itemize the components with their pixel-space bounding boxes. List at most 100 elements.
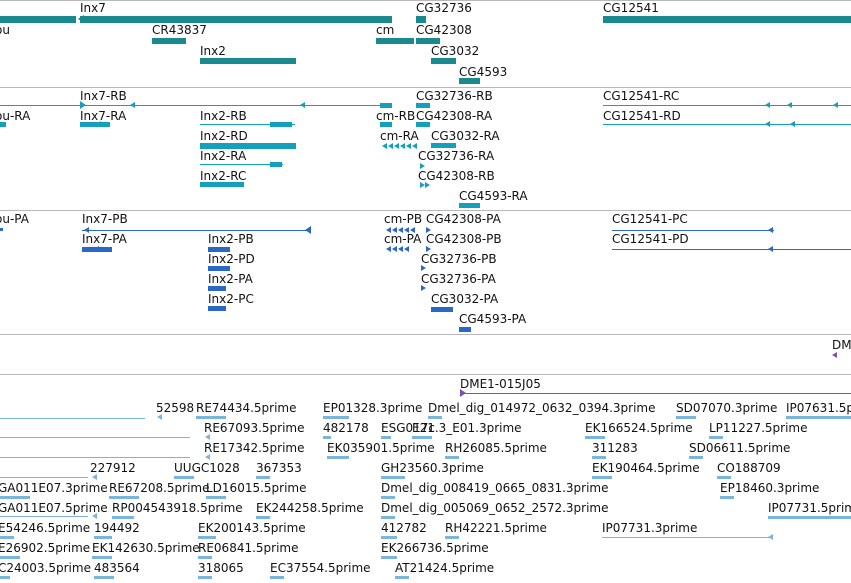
feature-label[interactable]: RE67208.5prime — [109, 481, 210, 495]
feature-label[interactable]: cm-PA — [384, 232, 422, 246]
feature-label[interactable]: EK200143.5prime — [198, 521, 306, 535]
feature-label[interactable]: 483564 — [94, 561, 140, 575]
feature-label[interactable]: CG4593-RA — [459, 189, 528, 203]
feature-label[interactable]: CG12541 — [603, 1, 659, 15]
feature-label[interactable]: CG32736-PA — [421, 272, 496, 286]
feature-glyph — [256, 516, 270, 519]
feature-label[interactable]: ou-RA — [0, 109, 31, 123]
feature-glyph — [0, 536, 14, 539]
feature-label[interactable]: CR43837 — [152, 23, 207, 37]
feature-label[interactable]: cm-RB — [376, 109, 416, 123]
feature-label[interactable]: CG3032-RA — [431, 129, 500, 143]
feature-label[interactable]: C24003.5prime — [0, 561, 91, 575]
feature-label[interactable]: Inx2-RA — [200, 149, 247, 163]
feature-label[interactable]: CG42308-RB — [418, 169, 495, 183]
feature-label[interactable]: GH23560.3prime — [381, 461, 484, 475]
feature-label[interactable]: CG42308-RA — [416, 109, 493, 123]
feature-label[interactable]: SD07070.3prime — [676, 401, 778, 415]
feature-label[interactable]: RE17342.5prime — [204, 441, 305, 455]
feature-label[interactable]: EK190464.5prime — [592, 461, 700, 475]
feature-label[interactable]: 318065 — [198, 561, 244, 575]
feature-label[interactable]: CG32736-RA — [418, 149, 495, 163]
feature-label[interactable]: Inx2-RD — [200, 129, 248, 143]
feature-label[interactable]: 412782 — [381, 521, 427, 535]
feature-label[interactable]: LP11227.5prime — [709, 421, 808, 435]
feature-label[interactable]: E26902.5prime — [0, 541, 91, 555]
feature-label[interactable]: EK244258.5prime — [256, 501, 364, 515]
feature-label[interactable]: Inx2 — [200, 44, 226, 58]
feature-label[interactable]: Inx7-PB — [82, 212, 128, 226]
feature-label[interactable]: E21.3_E01.3prime — [412, 421, 522, 435]
feature-label[interactable]: CG3032-PA — [431, 292, 499, 306]
feature-label[interactable]: Inx2-RB — [200, 109, 247, 123]
feature-label[interactable]: CG4593 — [459, 65, 508, 79]
feature-label[interactable]: 194492 — [94, 521, 140, 535]
feature-label[interactable]: CG12541-PC — [612, 212, 688, 226]
feature-label[interactable]: GA011E07.3prime — [0, 481, 108, 495]
feature-label[interactable]: ou — [0, 23, 10, 37]
feature-label[interactable]: RP004543918.5prime — [112, 501, 243, 515]
feature-label[interactable]: EC37554.5prime — [270, 561, 371, 575]
feature-label[interactable]: Inx7-RA — [80, 109, 127, 123]
feature-label[interactable]: RH42221.5prime — [445, 521, 547, 535]
feature-label[interactable]: CG12541-RD — [603, 109, 681, 123]
feature-glyph — [0, 496, 30, 499]
feature-label[interactable]: Inx7-PA — [82, 232, 127, 246]
feature-label[interactable]: RH26085.5prime — [445, 441, 547, 455]
feature-label[interactable]: EP01328.3prime — [323, 401, 423, 415]
feature-label[interactable]: EK266736.5prime — [381, 541, 489, 555]
feature-label[interactable]: cm — [376, 23, 395, 37]
feature-label[interactable]: Inx2-PD — [208, 252, 255, 266]
feature-label[interactable]: 311283 — [592, 441, 638, 455]
feature-label[interactable]: ou-PA — [0, 212, 29, 226]
feature-label[interactable]: CG42308 — [416, 23, 472, 37]
feature-label[interactable]: cm-RA — [380, 129, 419, 143]
feature-label[interactable]: 227912 — [90, 461, 136, 475]
feature-label[interactable]: Dmel_dig_005069_0652_2572.3prime — [381, 501, 609, 515]
feature-label[interactable]: IP07731.5prime — [768, 501, 851, 515]
feature-label[interactable]: CO188709 — [717, 461, 781, 475]
feature-label[interactable]: IP07631.5prime — [786, 401, 851, 415]
feature-label[interactable]: 482178 — [323, 421, 369, 435]
feature-label[interactable]: E54246.5prime — [0, 521, 91, 535]
feature-label[interactable]: Dmel_dig_008419_0665_0831.3prime — [381, 481, 609, 495]
feature-label[interactable]: CG12541-PD — [612, 232, 689, 246]
feature-glyph — [200, 143, 296, 149]
feature-label[interactable]: CG32736-RB — [416, 89, 493, 103]
feature-label[interactable]: Inx2-RC — [200, 169, 247, 183]
feature-label[interactable]: cm-PB — [384, 212, 423, 226]
feature-label[interactable]: Inx7 — [80, 1, 106, 15]
feature-label[interactable]: EP18460.3prime — [720, 481, 820, 495]
feature-label[interactable]: Inx2-PC — [208, 292, 254, 306]
feature-label[interactable]: GA011E07.5prime — [0, 501, 108, 515]
feature-label[interactable]: AT21424.5prime — [395, 561, 495, 575]
feature-label[interactable]: LD16015.5prime — [206, 481, 307, 495]
feature-label[interactable]: 52598 — [156, 401, 195, 415]
strand-arrow-left-icon — [84, 227, 89, 233]
feature-label[interactable]: 367353 — [256, 461, 302, 475]
feature-label[interactable]: RE74434.5prime — [196, 401, 297, 415]
feature-label[interactable]: UUGC1028 — [174, 461, 240, 475]
feature-label[interactable]: DME — [832, 338, 851, 352]
feature-label[interactable]: DME1-015J05 — [460, 377, 541, 391]
feature-label[interactable]: RE67093.5prime — [204, 421, 305, 435]
feature-label[interactable]: CG32736 — [416, 1, 472, 15]
feature-label[interactable]: Inx2-PB — [208, 232, 254, 246]
feature-label[interactable]: Inx7-RB — [80, 89, 127, 103]
feature-label[interactable]: Dmel_dig_014972_0632_0394.3prime — [428, 401, 656, 415]
feature-label[interactable]: CG4593-PA — [459, 312, 527, 326]
feature-label[interactable]: EK035901.5prime — [327, 441, 435, 455]
feature-label[interactable]: EK142630.5prime — [92, 541, 200, 555]
feature-label[interactable]: CG12541-RC — [603, 89, 680, 103]
feature-label[interactable]: SD06611.5prime — [689, 441, 791, 455]
feature-label[interactable]: ESG017c — [381, 421, 435, 435]
feature-label[interactable]: CG42308-PB — [426, 232, 502, 246]
feature-label[interactable]: CG3032 — [431, 44, 480, 58]
feature-label[interactable]: CG42308-PA — [426, 212, 501, 226]
feature-label[interactable]: CG32736-PB — [421, 252, 497, 266]
strand-arrow-left-icon — [410, 227, 415, 233]
feature-label[interactable]: Inx2-PA — [208, 272, 253, 286]
feature-label[interactable]: IP07731.3prime — [602, 521, 698, 535]
feature-label[interactable]: RE06841.5prime — [198, 541, 299, 555]
feature-label[interactable]: EK166524.5prime — [585, 421, 693, 435]
